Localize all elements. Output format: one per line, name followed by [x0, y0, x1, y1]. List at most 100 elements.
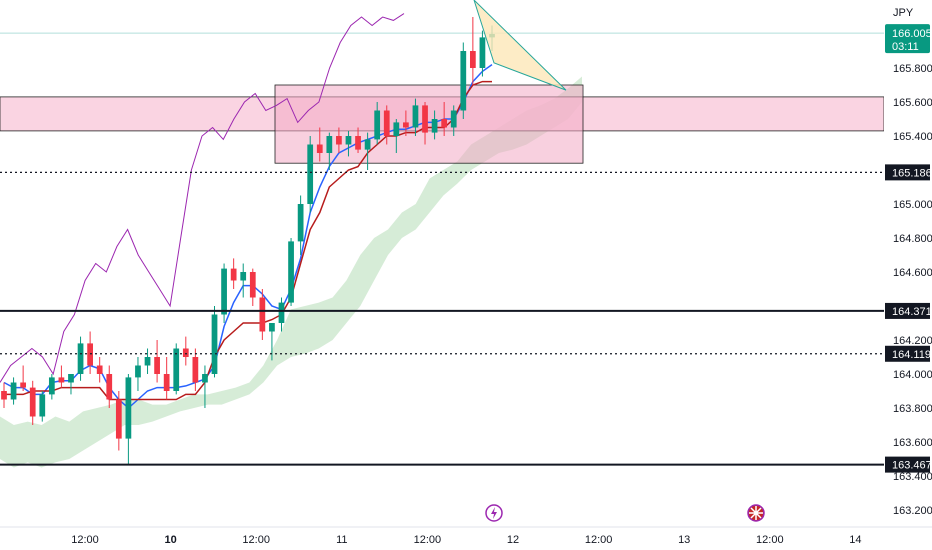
- x-tick-label: 13: [678, 534, 690, 546]
- candle: [29, 380, 36, 425]
- candle-body: [450, 110, 457, 128]
- candle-body: [211, 314, 218, 374]
- y-tick-label: 163.400: [893, 471, 932, 483]
- candle: [10, 377, 17, 405]
- x-tick-label: 12:00: [414, 534, 442, 546]
- candle: [259, 289, 266, 340]
- candle-body: [68, 374, 74, 383]
- x-tick-label: 11: [336, 534, 347, 546]
- candle-body: [115, 399, 122, 439]
- current-price-label: 166.005: [892, 28, 932, 40]
- candle-body: [393, 122, 400, 136]
- candle-body: [182, 348, 189, 357]
- candle-body: [20, 382, 27, 388]
- candle: [345, 130, 352, 157]
- candle-body: [96, 365, 103, 374]
- candle: [48, 374, 55, 400]
- current-price-badge: [885, 24, 930, 54]
- candle-body: [221, 268, 227, 315]
- lagging-span-line: [0, 13, 405, 383]
- y-tick-label: 165.000: [893, 199, 932, 211]
- candle-body: [135, 365, 141, 378]
- price-levels: [0, 171, 884, 466]
- candle: [39, 391, 46, 422]
- x-tick-label: 14: [849, 534, 861, 546]
- candle-body: [154, 357, 160, 374]
- candle: [412, 98, 419, 136]
- level-badge: [885, 302, 930, 319]
- candle-body: [173, 348, 180, 391]
- candle-body: [469, 51, 476, 68]
- level-badge-label: 164.371: [892, 306, 932, 318]
- candle-body: [29, 387, 36, 417]
- candle: [115, 391, 122, 451]
- candle-body: [288, 241, 294, 303]
- candle-body: [192, 357, 199, 383]
- candle: [422, 102, 428, 145]
- candle-body: [364, 139, 371, 150]
- candle: [135, 357, 141, 391]
- x-tick-label: 12:00: [585, 534, 613, 546]
- candle: [326, 132, 333, 170]
- candle: [58, 365, 65, 388]
- candle-body: [230, 268, 237, 281]
- candle: [383, 105, 390, 145]
- candle: [68, 374, 74, 395]
- event-icons[interactable]: [485, 504, 765, 522]
- y-tick-label: 164.600: [893, 267, 932, 279]
- candle-body: [374, 110, 381, 140]
- candles: [1, 17, 495, 465]
- candle-body: [202, 374, 208, 383]
- candle-body: [249, 272, 256, 298]
- x-tick-label: 12:00: [242, 534, 270, 546]
- candle-body: [403, 122, 409, 128]
- candle-body: [1, 391, 7, 400]
- candle: [77, 336, 84, 381]
- level-badge-label: 164.119: [892, 349, 931, 361]
- candle-body: [259, 297, 266, 332]
- candle: [288, 238, 294, 306]
- candle: [441, 102, 448, 136]
- candle: [278, 297, 285, 332]
- candle-body: [58, 377, 65, 383]
- level-badge-label: 163.467: [892, 460, 932, 472]
- candle: [460, 42, 467, 119]
- candle: [20, 365, 27, 391]
- candle: [182, 336, 189, 366]
- candle: [355, 127, 361, 153]
- candle-body: [163, 374, 170, 391]
- candle-body: [144, 357, 151, 366]
- forecast-wedge: [473, 0, 567, 91]
- candle: [202, 365, 208, 408]
- candle-body: [10, 382, 17, 400]
- candle-body: [412, 105, 419, 128]
- candle-body: [269, 323, 275, 332]
- candle: [211, 306, 218, 378]
- candle: [316, 127, 323, 162]
- candle: [240, 263, 247, 298]
- candle: [96, 357, 103, 383]
- candle-body: [106, 374, 113, 400]
- candle: [173, 343, 180, 395]
- candle-body: [77, 343, 84, 374]
- candle-body: [278, 302, 285, 323]
- candle-body: [240, 272, 247, 281]
- candle-body: [39, 394, 46, 417]
- consolidation-box: [274, 84, 584, 164]
- candle-body: [345, 136, 352, 145]
- candle: [431, 110, 438, 140]
- candle: [469, 17, 476, 85]
- conversion-line-line: [3, 63, 493, 410]
- level-badge-label: 165.186: [892, 167, 932, 179]
- candle: [297, 195, 304, 255]
- candle: [249, 268, 256, 306]
- candle-body: [336, 136, 342, 145]
- candle: [336, 127, 342, 153]
- candle-body: [87, 343, 93, 366]
- x-tick-label: 12: [507, 534, 519, 546]
- candle-body: [307, 144, 314, 204]
- level-badge: [885, 456, 930, 473]
- indicator-lines: [0, 13, 493, 410]
